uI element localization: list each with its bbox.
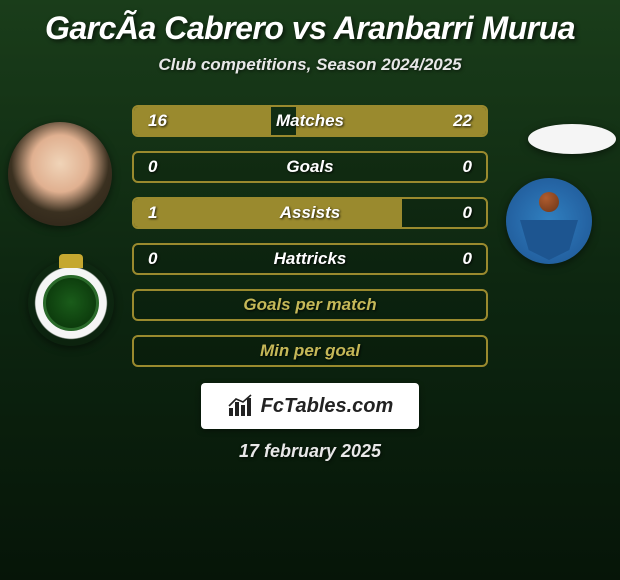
stat-label: Matches [134,111,486,131]
footer-brand-text: FcTables.com [261,395,394,418]
stat-rows-container: 1622Matches 00Goals 10Assists 00Hattricks Go… [132,105,488,367]
stat-label: Min per goal [134,341,486,361]
stat-row: 10Assists [132,197,488,229]
stat-label: Assists [134,203,486,223]
stat-row: 00Hattricks [132,243,488,275]
comparison-title: GarcÃ­a Cabrero vs Aranbarri Murua [0,10,620,47]
brand-chart-icon [227,394,255,418]
player-photo-left [8,122,112,226]
stat-row: Min per goal [132,335,488,367]
comparison-subtitle: Club competitions, Season 2024/2025 [0,55,620,75]
stat-row: Goals per match [132,289,488,321]
stat-label: Goals per match [134,295,486,315]
stat-row: 00Goals [132,151,488,183]
stat-label: Hattricks [134,249,486,269]
stat-label: Goals [134,157,486,177]
club-crest-right [506,178,592,264]
snapshot-date: 17 february 2025 [0,441,620,462]
stat-row: 1622Matches [132,105,488,137]
player-photo-right [528,124,616,154]
club-crest-left [28,260,114,346]
footer-brand-badge: FcTables.com [201,383,419,429]
